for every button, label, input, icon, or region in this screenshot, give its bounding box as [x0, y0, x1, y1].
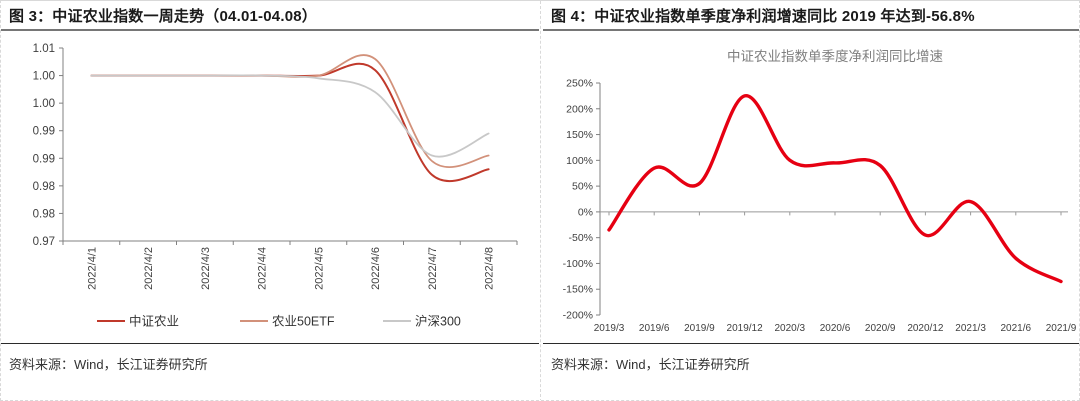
x-tick-label: 2019/9 — [684, 323, 715, 334]
x-tick-label: 2022/4/7 — [427, 247, 439, 290]
legend-label: 农业50ETF — [272, 315, 335, 329]
y-tick-label: 0.98 — [33, 181, 55, 193]
y-tick-label: 0.99 — [33, 153, 55, 165]
quarterly-profit-growth-line-chart: 中证农业指数单季度净利润同比增速 250% 200% 150% 100% 50% 0% -50… — [563, 49, 1077, 334]
figure3-footer: 资料来源：Wind，长江证券研究所 — [1, 343, 539, 373]
figure3-source: 资料来源：Wind，长江证券研究所 — [9, 357, 208, 372]
y-tick-label: 0.99 — [33, 126, 55, 138]
x-tick-label: 2022/4/1 — [86, 247, 98, 290]
series-line-沪深300 — [90, 74, 490, 158]
y-tick-label: 0.98 — [33, 208, 55, 220]
weekly-trend-line-chart: 1.01 1.00 1.00 0.99 0.99 0.98 0.98 0.97 2022/4/1… — [33, 43, 518, 329]
x-tick-label: 2022/4/3 — [200, 247, 212, 290]
x-tick-label: 2020/3 — [775, 323, 806, 334]
y-tick-label: 0.97 — [33, 236, 55, 248]
y-tick-label: 0% — [578, 206, 593, 218]
y-tick-label: -200% — [563, 310, 593, 322]
figure3-title: 图 3：中证农业指数一周走势（04.01-04.08） — [9, 7, 317, 25]
figure4-header: 图 4：中证农业指数单季度净利润增速同比 2019 年达到-56.8% — [543, 1, 1079, 31]
x-tick-label: 2022/4/6 — [370, 247, 382, 290]
series-line-农业50ETF — [90, 54, 490, 168]
figure4-source: 资料来源：Wind，长江证券研究所 — [551, 357, 750, 372]
y-tick-label: 1.00 — [33, 98, 55, 110]
figure4-footer: 资料来源：Wind，长江证券研究所 — [543, 343, 1079, 373]
x-tick-label: 2020/12 — [907, 323, 944, 334]
x-tick-label: 2022/4/2 — [143, 247, 155, 290]
y-tick-label: 50% — [572, 181, 593, 193]
y-tick-label: -100% — [563, 258, 593, 270]
series-line-profit-growth — [607, 94, 1063, 284]
figure4-title: 图 4：中证农业指数单季度净利润增速同比 2019 年达到-56.8% — [551, 7, 975, 25]
x-tick-label: 2022/4/5 — [313, 247, 325, 290]
x-tick-label: 2019/3 — [594, 323, 625, 334]
x-tick-label: 2022/4/4 — [257, 247, 269, 290]
legend-label: 中证农业 — [129, 314, 179, 329]
y-tick-label: 1.01 — [33, 43, 55, 55]
x-tick-label: 2020/9 — [865, 323, 896, 334]
x-tick-label: 2019/12 — [727, 323, 764, 334]
x-tick-label: 2020/6 — [820, 323, 851, 334]
x-tick-label: 2021/6 — [1001, 323, 1032, 334]
y-tick-label: 1.00 — [33, 71, 55, 83]
x-tick-label: 2019/6 — [639, 323, 670, 334]
x-tick-label: 2021/3 — [955, 323, 986, 334]
panel-divider — [540, 1, 541, 400]
x-tick-label: 2022/4/8 — [484, 247, 496, 290]
y-tick-label: 150% — [566, 129, 593, 141]
y-tick-label: -150% — [563, 284, 593, 296]
figure3-panel: 图 3：中证农业指数一周走势（04.01-04.08） 1.01 1.00 1.00… — [1, 1, 539, 400]
y-tick-label: 100% — [566, 155, 593, 167]
y-tick-label: 200% — [566, 103, 593, 115]
y-tick-label: 250% — [566, 78, 593, 90]
figure4-panel: 图 4：中证农业指数单季度净利润增速同比 2019 年达到-56.8% 中证农业… — [543, 1, 1079, 400]
legend-label: 沪深300 — [415, 315, 461, 329]
chart-inner-title: 中证农业指数单季度净利润同比增速 — [727, 49, 943, 64]
x-tick-label: 2021/9 — [1046, 323, 1077, 334]
figure3-header: 图 3：中证农业指数一周走势（04.01-04.08） — [1, 1, 539, 31]
series-line-中证农业 — [90, 62, 490, 182]
y-tick-label: -50% — [568, 232, 593, 244]
